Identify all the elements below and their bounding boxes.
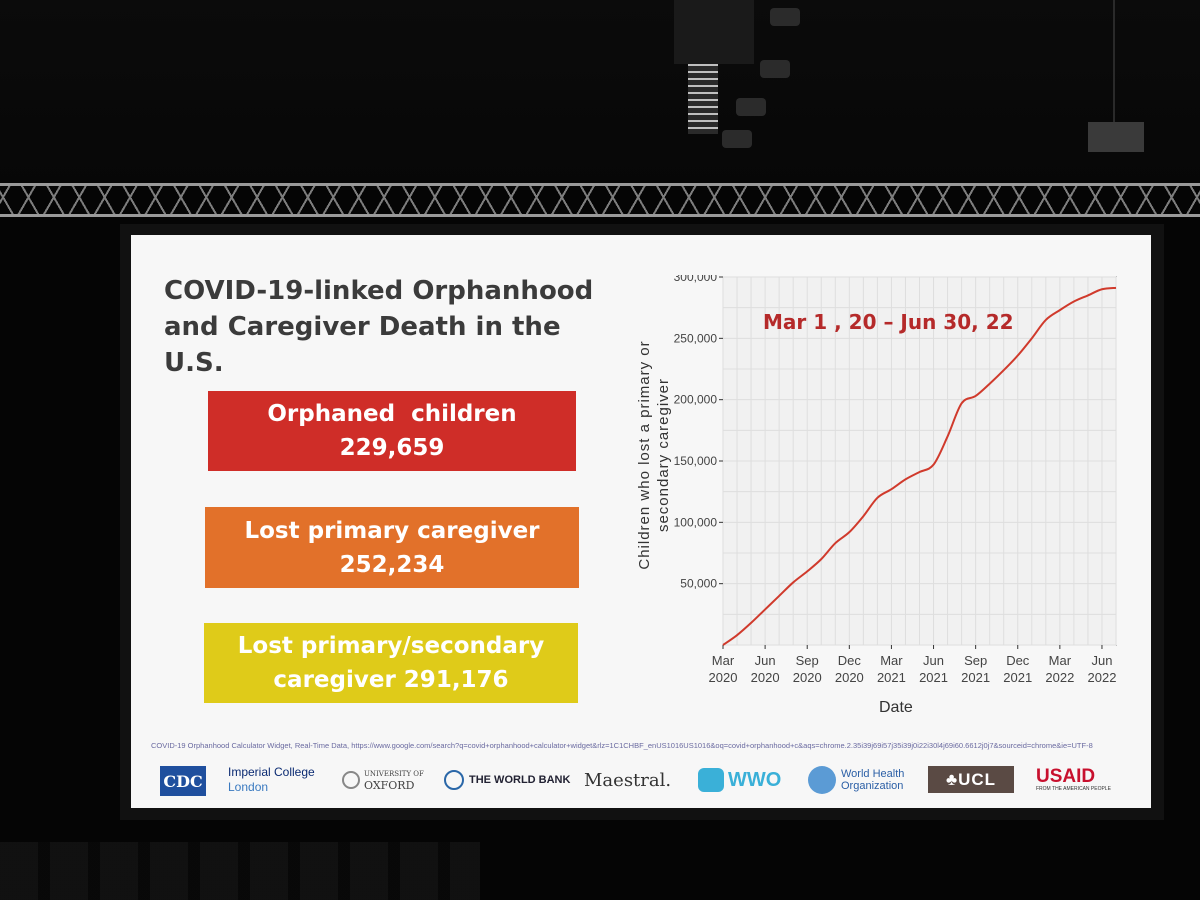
x-tick-label: Jun [1091, 653, 1112, 668]
globe-icon [444, 770, 464, 790]
oxford-seal-icon [342, 771, 360, 789]
usaid-logo-text: USAID [1036, 766, 1096, 787]
ucl-logo: ♣UCL [928, 766, 1014, 793]
cdc-logo: CDC [160, 766, 206, 796]
lighting-truss [0, 183, 1200, 217]
source-citation: COVID-19 Orphanhood Calculator Widget, R… [151, 741, 1093, 750]
oxford-logo-line1: UNIVERSITY OF [364, 770, 424, 778]
stage-light [770, 8, 800, 26]
x-tick-label: 2020 [793, 670, 822, 685]
presentation-slide: COVID-19-linked Orphanhood and Caregiver… [131, 235, 1151, 808]
auditorium-seats [0, 842, 480, 900]
y-axis-label-line2: secondary caregiver [655, 377, 672, 533]
x-tick-label: Mar [880, 653, 903, 668]
maestral-logo: Maestral. [584, 760, 671, 800]
y-tick-label: 50,000 [680, 577, 717, 591]
y-axis-label-line1: Children who lost a primary or [636, 340, 653, 570]
world-bank-logo: THE WORLD BANK [444, 760, 570, 800]
chart-title: Mar 1 , 20 – Jun 30, 22 [763, 310, 1014, 334]
stat-label: Lost primary caregiver [244, 517, 540, 544]
x-tick-label: 2020 [709, 670, 738, 685]
stat-value: 229,659 [339, 435, 445, 461]
cumulative-line [722, 286, 1117, 646]
maestral-logo-text: Maestral. [584, 769, 672, 791]
ucl-logo-text: ♣UCL [945, 769, 997, 789]
y-tick-label: 150,000 [674, 454, 718, 468]
slide-title-line2: and Caregiver Death in the U.S. [164, 312, 561, 378]
x-tick-label: 2020 [835, 670, 864, 685]
imperial-logo-line2: London [228, 780, 269, 794]
x-axis-label: Date [879, 699, 913, 716]
x-tick-label: 2020 [751, 670, 780, 685]
x-tick-label: Mar [712, 653, 735, 668]
partner-logos: CDC Imperial College London UNIVERSITY O… [156, 760, 1141, 800]
world-bank-logo-text: THE WORLD BANK [469, 774, 571, 786]
imperial-logo-line1: Imperial College [228, 765, 315, 779]
stat-value: caregiver 291,176 [273, 667, 509, 693]
stat-box-orphaned: Orphaned children 229,659 [208, 391, 576, 471]
slide-title-line1: COVID-19-linked Orphanhood [164, 276, 594, 306]
oxford-logo: UNIVERSITY OF OXFORD [342, 760, 424, 800]
stage-light [736, 98, 766, 116]
wwo-mark-icon [698, 768, 724, 792]
cumulative-chart: 50,000 100,000 150,000 200,000 250,000 300,00… [631, 275, 1131, 735]
stage-ceiling [0, 0, 1200, 190]
lighting-rig [640, 0, 800, 190]
y-tick-label: 200,000 [674, 393, 718, 407]
x-tick-label: 2022 [1045, 670, 1074, 685]
hanging-cable [1113, 0, 1115, 130]
wwo-logo: WWO [698, 760, 781, 800]
x-tick-label: 2021 [961, 670, 990, 685]
x-tick-label: 2021 [877, 670, 906, 685]
x-tick-label: Sep [796, 653, 819, 668]
slide-title: COVID-19-linked Orphanhood and Caregiver… [164, 273, 624, 381]
stage-light [722, 130, 752, 148]
projector-box [1088, 122, 1144, 152]
cdc-logo-text: CDC [163, 771, 203, 791]
who-emblem-icon [808, 766, 836, 794]
chart-plot: 50,000 100,000 150,000 200,000 250,000 300,00… [674, 275, 1117, 685]
y-tick-label: 250,000 [674, 331, 718, 345]
wwo-logo-text: WWO [728, 768, 782, 791]
stat-box-primary-caregiver: Lost primary caregiver 252,234 [205, 507, 579, 588]
stat-value: 252,234 [339, 551, 445, 578]
stat-label: Orphaned children [267, 401, 517, 427]
x-tick-label: Dec [838, 653, 862, 668]
rig-housing [674, 0, 754, 64]
who-logo: World Health Organization [808, 760, 904, 800]
who-logo-line2: Organization [841, 780, 904, 792]
who-logo-line1: World Health [841, 768, 905, 780]
stat-box-primary-secondary: Lost primary/secondary caregiver 291,176 [204, 623, 578, 703]
rig-ladder [688, 64, 718, 134]
stat-label: Lost primary/secondary [237, 633, 545, 659]
x-tick-label: 2021 [919, 670, 948, 685]
stage-light [760, 60, 790, 78]
x-tick-label: Sep [964, 653, 987, 668]
usaid-logo-tagline: FROM THE AMERICAN PEOPLE [1036, 786, 1111, 792]
x-tick-label: 2022 [1088, 670, 1117, 685]
usaid-logo: USAID FROM THE AMERICAN PEOPLE [1036, 760, 1111, 800]
x-tick-label: Mar [1049, 653, 1072, 668]
x-tick-label: Dec [1006, 653, 1030, 668]
y-tick-label: 300,000 [674, 275, 718, 284]
oxford-logo-line2: OXFORD [364, 779, 415, 792]
imperial-college-logo: Imperial College London [228, 760, 315, 800]
y-tick-label: 100,000 [674, 515, 718, 529]
x-tick-label: 2021 [1003, 670, 1032, 685]
x-tick-label: Jun [755, 653, 776, 668]
x-tick-label: Jun [923, 653, 944, 668]
